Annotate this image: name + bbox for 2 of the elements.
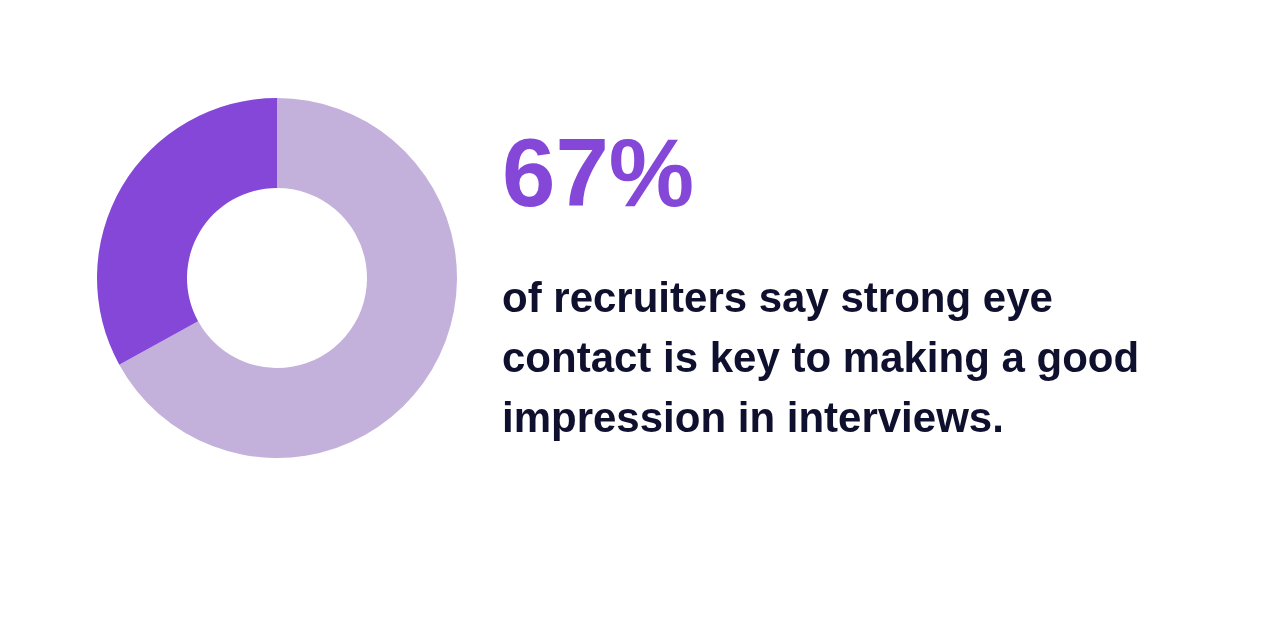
- chart-title: 67%: [502, 118, 695, 228]
- text: of recruiters say strong eye contact is key to making a good impression in interviews.: [502, 273, 1141, 443]
